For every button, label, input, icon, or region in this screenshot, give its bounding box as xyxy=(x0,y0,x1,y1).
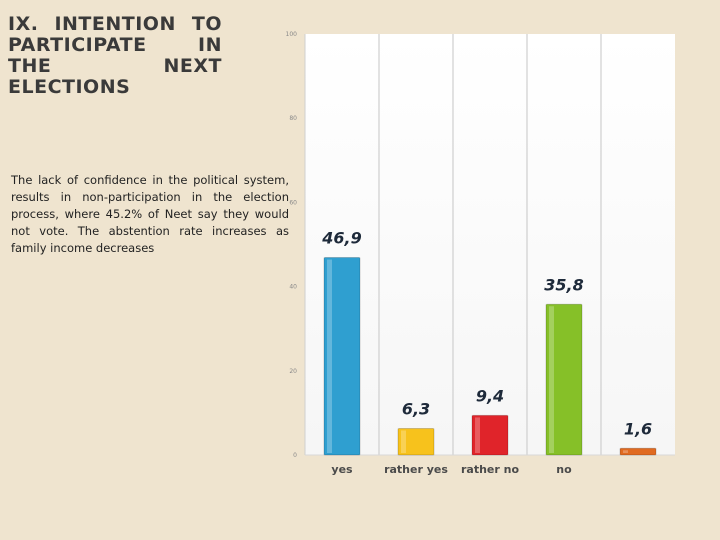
bar-highlight xyxy=(401,430,406,453)
y-tick-label: 100 xyxy=(286,31,298,38)
category-label: rather no xyxy=(461,463,519,476)
plot-area xyxy=(305,34,675,455)
bar-highlight xyxy=(327,259,332,453)
bar xyxy=(471,414,509,456)
bar xyxy=(397,427,435,456)
bar-highlight xyxy=(549,306,554,453)
category-label: rather yes xyxy=(384,463,448,476)
slide-title: IX. INTENTION TO PARTICIPATE IN THE NEXT… xyxy=(8,13,222,98)
y-tick-label: 40 xyxy=(289,284,297,291)
value-label: 6,3 xyxy=(402,399,430,418)
bar-highlight xyxy=(623,450,628,453)
value-label: 46,9 xyxy=(321,229,361,248)
value-label: 9,4 xyxy=(476,386,504,405)
bar xyxy=(619,447,657,456)
bar-highlight xyxy=(475,417,480,453)
value-label: 35,8 xyxy=(544,275,583,294)
slide-description: The lack of confidence in the political … xyxy=(11,173,289,255)
bar xyxy=(545,303,583,456)
y-tick-label: 60 xyxy=(289,199,297,206)
category-label: no xyxy=(556,463,572,476)
y-tick-label: 0 xyxy=(293,452,297,459)
category-label: yes xyxy=(331,463,353,476)
y-tick-label: 80 xyxy=(289,115,297,122)
bar xyxy=(323,257,361,456)
value-label: 1,6 xyxy=(624,419,652,438)
y-tick-label: 20 xyxy=(289,368,297,375)
